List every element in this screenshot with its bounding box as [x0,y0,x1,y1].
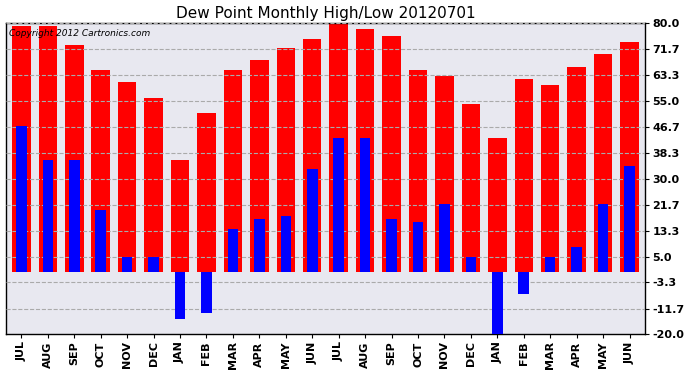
Bar [12,26,30,272]
Bar [307,170,317,272]
Bar [122,256,132,272]
Bar [281,216,291,272]
Bar [16,126,27,272]
Bar [598,204,609,272]
Bar [356,29,375,272]
Bar [333,138,344,272]
Bar [148,256,159,272]
Bar [277,48,295,272]
Bar [408,70,427,272]
Bar [382,36,401,272]
Bar [462,104,480,272]
Bar [518,272,529,294]
Bar [624,166,635,272]
Bar [303,39,322,272]
Bar [171,160,189,272]
Bar [435,76,454,272]
Bar [488,138,506,272]
Bar [567,67,586,272]
Title: Dew Point Monthly High/Low 20120701: Dew Point Monthly High/Low 20120701 [176,6,475,21]
Bar [197,113,216,272]
Bar [43,160,53,272]
Text: Copyright 2012 Cartronics.com: Copyright 2012 Cartronics.com [9,29,150,38]
Bar [254,219,265,272]
Bar [571,247,582,272]
Bar [492,272,502,334]
Bar [175,272,186,319]
Bar [250,60,268,272]
Bar [386,219,397,272]
Bar [118,82,137,272]
Bar [360,138,371,272]
Bar [92,70,110,272]
Bar [69,160,79,272]
Bar [224,70,242,272]
Bar [201,272,212,313]
Bar [65,45,83,272]
Bar [620,42,639,272]
Bar [594,54,612,272]
Bar [545,256,555,272]
Bar [515,79,533,272]
Bar [413,222,423,272]
Bar [466,256,476,272]
Bar [228,228,238,272]
Bar [144,98,163,272]
Bar [439,204,450,272]
Bar [541,86,560,272]
Bar [39,26,57,272]
Bar [95,210,106,272]
Bar [329,20,348,272]
